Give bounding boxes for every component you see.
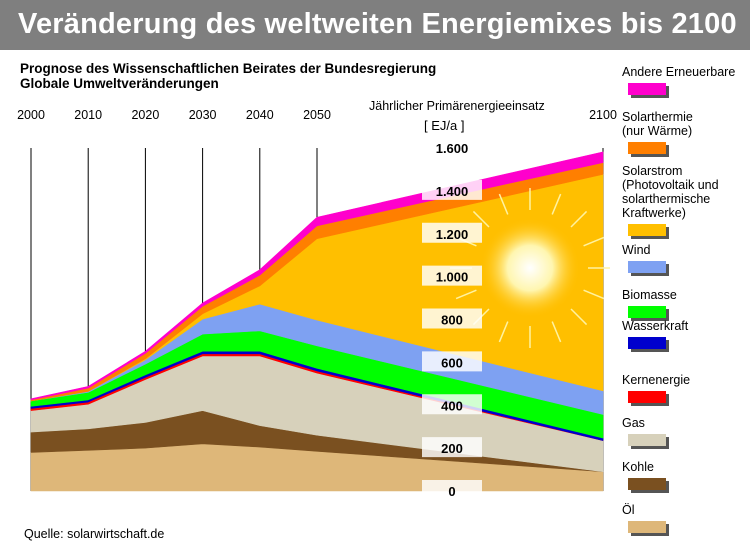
- sun-ray: [583, 289, 605, 300]
- y-tick-bg: [422, 265, 482, 286]
- y-tick-200: 200: [422, 437, 482, 458]
- legend-label: Solarstrom (Photovoltaik und solarthermisc…: [622, 164, 719, 220]
- y-tick-1000: 1.000: [422, 265, 482, 286]
- legend-label: Wasserkraft: [622, 319, 689, 333]
- y-tick-bg: [422, 222, 482, 243]
- legend-swatch: [628, 478, 666, 490]
- y-tick-bg: [422, 351, 482, 372]
- sun-disc: [480, 218, 580, 318]
- y-tick-bg: [422, 394, 482, 415]
- legend-swatch: [628, 83, 666, 95]
- legend-item-wasserkraft: Wasserkraft: [622, 319, 750, 349]
- y-tick-0: 0: [422, 480, 482, 500]
- y-tick-label: 800: [441, 313, 463, 328]
- y-tick-800: 800: [422, 308, 482, 329]
- legend-swatch: [628, 434, 666, 446]
- sun-ray: [570, 308, 588, 326]
- y-tick-bg: [422, 480, 482, 500]
- area-andere-erneuerbare: [30, 151, 604, 401]
- y-tick-bg: [422, 137, 482, 157]
- sun-ray: [472, 210, 490, 228]
- legend-item-kohle: Kohle: [622, 460, 750, 490]
- sun-ray: [570, 210, 588, 228]
- legend-label: Kohle: [622, 460, 654, 474]
- x-tick-2010: 2010: [74, 108, 103, 122]
- legend-swatch: [628, 337, 666, 349]
- legend-item-solarstrom-photovoltaik-und-solarthermische-kraftwerke: Solarstrom (Photovoltaik und solarthermisc…: [622, 164, 750, 236]
- legend-label: Wind: [622, 243, 651, 257]
- sun-ray: [498, 193, 509, 215]
- y-tick-bg: [422, 437, 482, 458]
- subtitle-line-2: Globale Umweltveränderungen: [20, 76, 219, 91]
- y-axis-unit: [ EJ/a ]: [424, 118, 465, 133]
- legend-swatch: [628, 306, 666, 318]
- legend-item-wind: Wind: [622, 243, 750, 273]
- legend-swatch: [628, 521, 666, 533]
- y-tick-label: 200: [441, 441, 463, 456]
- y-tick-600: 600: [422, 351, 482, 372]
- legend-label: Öl: [622, 503, 635, 517]
- chart-title: Veränderung des weltweiten Energiemixes …: [18, 8, 737, 40]
- legend-swatch: [628, 261, 666, 273]
- legend-swatch: [628, 391, 666, 403]
- y-tick-400: 400: [422, 394, 482, 415]
- legend-swatch: [628, 224, 666, 236]
- sun-ray: [455, 289, 477, 300]
- x-axis-labels: 2000 2010 2020 2030 2040 2050 2100: [0, 108, 620, 124]
- y-tick-bg: [422, 308, 482, 329]
- y-tick-label: 0: [448, 484, 455, 499]
- legend-label: Gas: [622, 416, 645, 430]
- source-note: Quelle: solarwirtschaft.de: [24, 527, 165, 541]
- y-tick-1600: 1.600: [422, 137, 482, 157]
- x-tick-2000: 2000: [17, 108, 45, 122]
- y-tick-label: 1.600: [436, 141, 469, 156]
- y-tick-label: 1.000: [436, 270, 469, 285]
- sun-ray: [551, 321, 562, 343]
- legend-item-biomasse: Biomasse: [622, 288, 750, 318]
- legend-item-gas: Gas: [622, 416, 750, 446]
- legend-label: Biomasse: [622, 288, 677, 302]
- legend-item-andere-erneuerbare: Andere Erneuerbare: [622, 65, 750, 95]
- y-tick-label: 1.200: [436, 227, 469, 242]
- sun-icon: [450, 188, 610, 348]
- legend-label: Solarthermie (nur Wärme): [622, 110, 693, 138]
- chart-subtitle: Prognose des Wissenschaftlichen Beirates…: [20, 61, 436, 91]
- x-tick-2100: 2100: [589, 108, 617, 122]
- sun-ray: [498, 321, 509, 343]
- legend-label: Kernenergie: [622, 373, 691, 387]
- y-tick-1400: 1.400: [422, 179, 482, 200]
- x-tick-2040: 2040: [245, 108, 274, 122]
- legend-label: Andere Erneuerbare: [622, 65, 736, 79]
- legend-swatch: [628, 142, 666, 154]
- x-tick-2050: 2050: [303, 108, 331, 122]
- y-axis-title: Jährlicher Primärenergieeinsatz: [369, 99, 545, 113]
- y-tick-1200: 1.200: [422, 222, 482, 243]
- sun-ray: [583, 236, 605, 247]
- y-tick-label: 400: [441, 398, 463, 413]
- y-tick-bg: [422, 179, 482, 200]
- legend-item-ol: Öl: [622, 503, 750, 533]
- legend-item-kernenergie: Kernenergie: [622, 373, 750, 403]
- x-tick-2030: 2030: [188, 108, 217, 122]
- x-tick-2020: 2020: [131, 108, 160, 122]
- sun-ray: [551, 193, 562, 215]
- legend-item-solarthermie-nur-warme: Solarthermie (nur Wärme): [622, 110, 750, 154]
- subtitle-line-1: Prognose des Wissenschaftlichen Beirates…: [20, 61, 437, 76]
- title-bar: Veränderung des weltweiten Energiemixes …: [0, 0, 750, 50]
- y-tick-label: 600: [441, 355, 463, 370]
- y-tick-label: 1.400: [436, 184, 469, 199]
